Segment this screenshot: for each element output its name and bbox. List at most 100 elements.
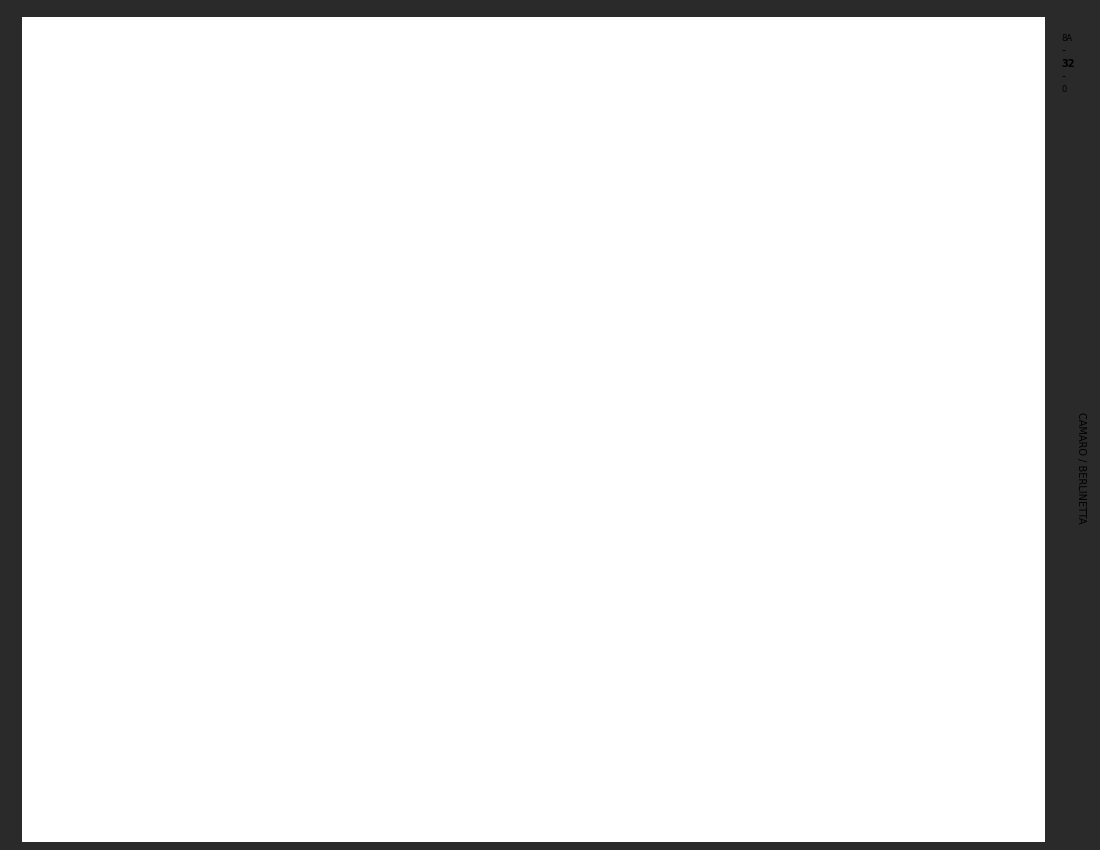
Text: DETAILS: DETAILS [726, 152, 751, 157]
Bar [28, 46, 121, 61]
Text: 78: 78 [776, 592, 784, 598]
Text: .8 PNK/BLK: .8 PNK/BLK [585, 230, 624, 237]
Bar [398, 83, 484, 102]
Text: WARNING: WARNING [722, 465, 752, 470]
Bar [22, 45, 1023, 64]
Text: S204: S204 [226, 235, 243, 241]
Text: C1: C1 [715, 504, 724, 511]
Bar [418, 31, 1012, 47]
FancyBboxPatch shape [680, 416, 843, 510]
Text: .8 BRN: .8 BRN [354, 190, 378, 196]
Text: CHOKE HEATER (V8 VIN G AND V8 VIN H): CHOKE HEATER (V8 VIN G AND V8 VIN H) [28, 31, 376, 46]
Text: CENTER: CENTER [578, 260, 605, 267]
Text: 20 AMP: 20 AMP [410, 133, 433, 139]
Text: 14: 14 [208, 496, 217, 502]
Text: BLOCK DETAILS: BLOCK DETAILS [750, 257, 811, 264]
Bar [227, 100, 253, 121]
FancyBboxPatch shape [352, 212, 572, 400]
Text: .5 PNK/BLK: .5 PNK/BLK [585, 337, 624, 343]
Text: 39: 39 [713, 337, 722, 343]
Text: B: B [258, 595, 263, 602]
Text: S204: S204 [695, 270, 713, 277]
Text: 25: 25 [432, 417, 441, 424]
Text: FUSE BLOCK: FUSE BLOCK [715, 145, 754, 150]
Text: FUSE BLOCK: FUSE BLOCK [264, 145, 303, 150]
Text: CHOKE
HEATER
RELAY: CHOKE HEATER RELAY [534, 266, 561, 286]
Text: FP FAN
FUSE: FP FAN FUSE [407, 110, 431, 124]
Text: i: i [708, 470, 711, 479]
Text: C1: C1 [715, 411, 724, 418]
Text: FUSE
BLOCK: FUSE BLOCK [497, 116, 520, 130]
Bar [379, 289, 440, 361]
Text: 8A: 8A [1062, 34, 1072, 42]
FancyBboxPatch shape [163, 412, 322, 502]
Text: "CHOKE": "CHOKE" [723, 456, 751, 462]
Text: 2: 2 [212, 407, 217, 414]
Text: HOT IN RUN,  BULB TEST OR START: HOT IN RUN, BULB TEST OR START [700, 88, 851, 97]
Text: –: – [1062, 72, 1066, 81]
Text: C1: C1 [242, 407, 251, 414]
Text: 39: 39 [187, 213, 196, 220]
Text: 78: 78 [484, 456, 493, 462]
Text: GAGES FUSE: GAGES FUSE [698, 114, 742, 121]
Text: .5 PNK/BLK: .5 PNK/BLK [60, 324, 99, 331]
Text: .8 LT BLU: .8 LT BLU [616, 592, 648, 598]
Text: –: – [1062, 47, 1066, 55]
Text: F8: F8 [163, 521, 172, 527]
Bar [680, 83, 872, 102]
Text: .5 BRN: .5 BRN [258, 545, 282, 552]
Text: .5 BRN: .5 BRN [354, 417, 377, 424]
FancyBboxPatch shape [204, 100, 490, 170]
Text: 25: 25 [330, 583, 339, 590]
Text: GAGES
FUSE: GAGES FUSE [231, 110, 255, 124]
Text: .8 PNK/BLK: .8 PNK/BLK [60, 213, 99, 220]
Text: "VOLTS": "VOLTS" [179, 456, 206, 462]
Bar [204, 83, 396, 102]
Text: .8 LT BLU: .8 LT BLU [616, 539, 648, 546]
Text: FUSE
BLOCK: FUSE BLOCK [902, 116, 925, 130]
Text: HOT IN RUN,  BULB TEST OR START: HOT IN RUN, BULB TEST OR START [223, 88, 375, 97]
Bar [696, 100, 723, 121]
Text: .8 LT BLU: .8 LT BLU [390, 456, 422, 462]
Text: .5 BRN: .5 BRN [258, 583, 282, 590]
Text: 1: 1 [190, 616, 195, 625]
Bar [22, 45, 1023, 64]
Text: SEE FUSE: SEE FUSE [750, 248, 788, 255]
Text: INDICATOR: INDICATOR [175, 465, 210, 470]
Text: BLOCK DETAILS: BLOCK DETAILS [280, 223, 341, 230]
Text: 39: 39 [713, 230, 722, 237]
Text: 2: 2 [689, 411, 693, 418]
Text: 250: 250 [432, 190, 446, 196]
Circle shape [173, 456, 212, 487]
Text: 0: 0 [1062, 85, 1067, 94]
Text: CHOKE
HEATER: CHOKE HEATER [852, 638, 880, 651]
Bar [275, 209, 402, 231]
Text: INDICATOR: INDICATOR [719, 473, 755, 479]
FancyBboxPatch shape [163, 591, 289, 646]
Text: HOT IN RUN: HOT IN RUN [416, 88, 466, 97]
FancyBboxPatch shape [680, 100, 894, 170]
Text: 25: 25 [330, 545, 339, 552]
Text: 78: 78 [776, 539, 784, 546]
Text: 3: 3 [689, 504, 693, 511]
Text: SPORT COUPE: SPORT COUPE [31, 49, 102, 58]
Text: 39: 39 [187, 324, 196, 331]
Text: INSTRUMENT
PANEL
PRINTED
CIRCUIT: INSTRUMENT PANEL PRINTED CIRCUIT [163, 379, 204, 403]
Text: V: V [189, 468, 196, 476]
Text: INSTRUMENT
PANEL: INSTRUMENT PANEL [716, 437, 758, 447]
Bar [368, 251, 528, 382]
Text: 10 AMP: 10 AMP [698, 133, 722, 139]
Bar [748, 243, 869, 265]
Bar [414, 100, 440, 121]
Text: CAMARO / BERLINETTA: CAMARO / BERLINETTA [1076, 411, 1086, 524]
Text: E6: E6 [550, 521, 559, 527]
Text: CONVENIENCE: CONVENIENCE [578, 252, 628, 258]
Text: DETAILS: DETAILS [275, 152, 300, 157]
Text: C100: C100 [572, 529, 588, 534]
Text: 10 AMP: 10 AMP [231, 133, 254, 139]
Text: 32: 32 [1062, 59, 1075, 69]
Text: C1: C1 [242, 496, 251, 502]
Text: INSTRUMENT
PANEL
PRINTED
CIRCUIT: INSTRUMENT PANEL PRINTED CIRCUIT [836, 379, 877, 403]
FancyBboxPatch shape [715, 608, 842, 680]
Circle shape [690, 459, 729, 490]
